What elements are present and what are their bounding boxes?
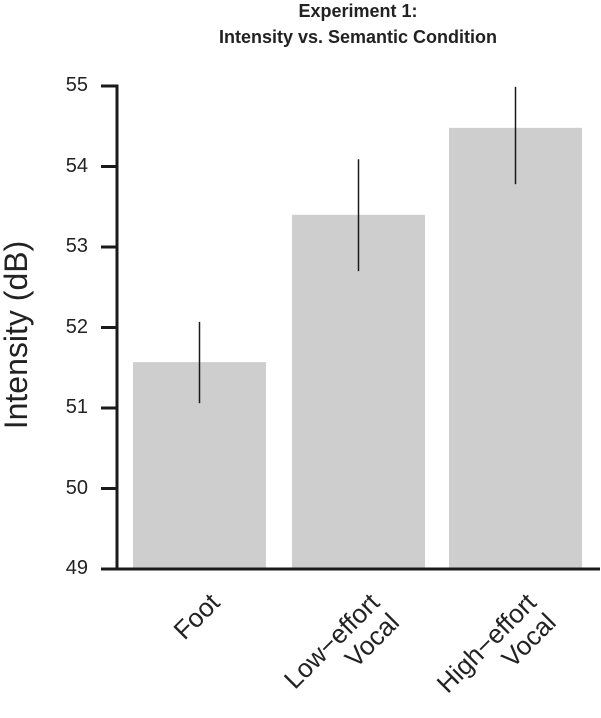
bar-1 [292, 214, 425, 570]
chart-title-line-1: Experiment 1: [298, 1, 418, 21]
chart-title-line-2: Intensity vs. Semantic Condition [218, 27, 498, 47]
y-tick-label: 50 [65, 476, 88, 499]
y-tick-label: 52 [65, 315, 88, 338]
y-tick-label: 51 [65, 396, 88, 418]
y-tick-label: 49 [65, 557, 88, 579]
y-tick-label: 55 [65, 74, 88, 96]
y-tick-label: 53 [65, 235, 88, 257]
bar-2 [449, 127, 582, 570]
y-tick-label: 54 [65, 154, 88, 177]
